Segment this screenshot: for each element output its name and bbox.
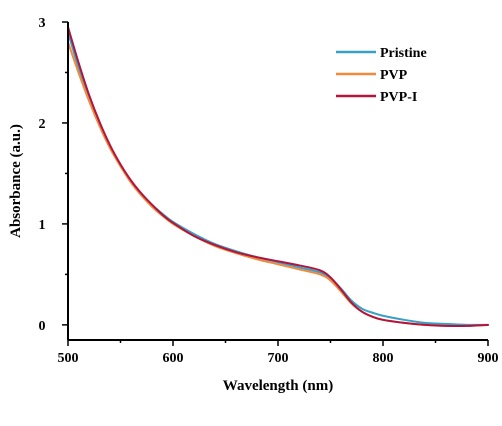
- y-tick-label: 1: [39, 218, 46, 233]
- series-line-pvp: [67, 41, 489, 327]
- x-tick-label: 900: [478, 351, 499, 366]
- legend-item: Pristine: [336, 46, 427, 61]
- x-tick-label: 800: [373, 351, 394, 366]
- x-tick-label: 500: [58, 351, 79, 366]
- legend: Pristine PVP PVP-I: [336, 46, 427, 105]
- legend-label: PVP: [380, 68, 408, 83]
- y-tick-label: 2: [39, 117, 46, 132]
- ticks-layer: 500 600 700 800 900 0 1 2 3: [39, 16, 499, 366]
- series-line-pvp-i: [67, 26, 489, 327]
- x-tick-label: 600: [163, 351, 184, 366]
- y-axis-title: Absorbance (a.u.): [8, 124, 24, 238]
- series-layer: [67, 26, 489, 327]
- x-axis-title: Wavelength (nm): [223, 378, 333, 394]
- legend-item: PVP: [336, 68, 408, 83]
- legend-label: Pristine: [380, 46, 427, 61]
- y-tick-label: 0: [39, 319, 46, 334]
- legend-item: PVP-I: [336, 90, 417, 105]
- legend-label: PVP-I: [380, 90, 417, 105]
- series-line-pristine: [67, 31, 489, 326]
- y-tick-label: 3: [39, 16, 46, 31]
- x-tick-label: 700: [268, 351, 289, 366]
